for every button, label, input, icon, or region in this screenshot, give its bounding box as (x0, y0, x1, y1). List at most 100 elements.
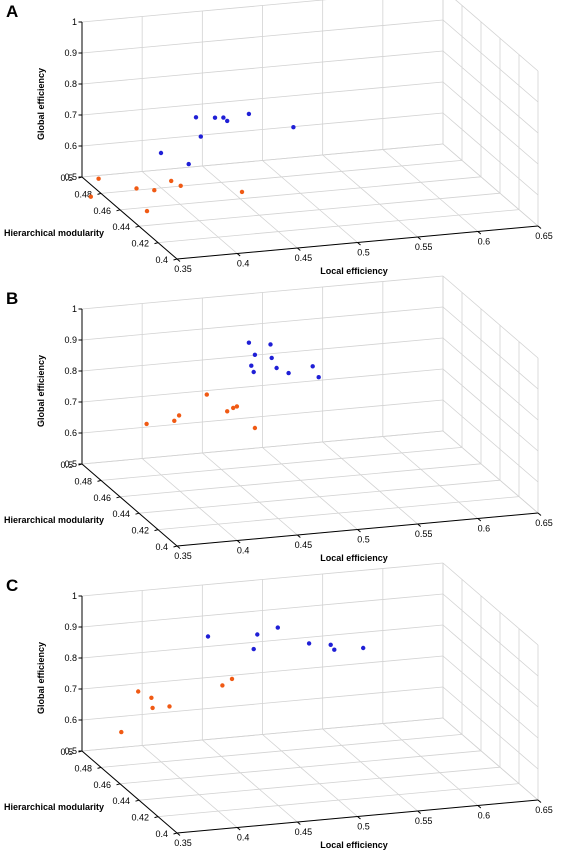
x-tick-mark (357, 816, 361, 820)
blue-data-point (246, 340, 252, 345)
y-axis-label: Hierarchical modularity (4, 802, 104, 812)
floor-grid-line (138, 479, 501, 514)
orange-data-point (169, 178, 174, 184)
y-tick-label: 0.44 (112, 796, 130, 806)
x-tick-label: 0.4 (237, 833, 250, 843)
z-tick-label: 0.5 (64, 746, 77, 756)
panel-letter-b: B (6, 289, 19, 308)
panel-b: B 0.35 0.4 0.45 0.5 0.55 0.6 0.65 0.4 0.42 0.44 0.… (0, 275, 567, 574)
blue-data-point (361, 645, 366, 651)
y-tick-mark (135, 799, 140, 802)
x-tick-mark (236, 827, 241, 831)
side-wall-grid-line (442, 368, 539, 452)
floor-grid-line (157, 783, 520, 817)
x-tick-label: 0.35 (174, 551, 192, 561)
orange-data-point (144, 421, 149, 427)
orange-data-point (234, 404, 240, 409)
y-tick-mark (116, 209, 121, 212)
blue-data-point (221, 115, 226, 120)
x-tick-label: 0.35 (174, 264, 192, 274)
side-wall-grid-line (442, 275, 539, 359)
z-tick-label: 1 (72, 17, 77, 27)
blue-data-point (275, 625, 280, 630)
y-tick-mark (135, 512, 140, 515)
x-tick-mark (297, 534, 301, 538)
orange-data-point (229, 676, 235, 682)
y-tick-label: 0.5 (60, 747, 73, 757)
side-wall-grid-line (442, 50, 539, 134)
y-axis-label: Hierarchical modularity (4, 228, 104, 238)
z-tick-label: 0.6 (64, 141, 77, 151)
y-tick-mark (173, 258, 178, 261)
blue-data-point (252, 352, 258, 357)
orange-data-point (134, 186, 139, 191)
back-wall-grid-line (81, 686, 444, 721)
floor-grid-line (138, 766, 501, 801)
y-tick-label: 0.4 (155, 255, 168, 265)
x-tick-label: 0.6 (478, 237, 491, 247)
scatter-3d-b: 0.35 0.4 0.45 0.5 0.55 0.6 0.65 0.4 0.420.440.46… (4, 275, 553, 563)
blue-data-point (251, 369, 256, 375)
x-tick-label: 0.65 (535, 805, 553, 815)
x-tick-mark (236, 540, 241, 544)
orange-data-point (149, 695, 154, 700)
z-tick-label: 0.9 (64, 48, 77, 58)
floor-grid-line (100, 160, 463, 194)
z-tick-label: 0.8 (64, 366, 77, 376)
orange-data-point (88, 194, 94, 199)
x-tick-label: 0.45 (295, 540, 313, 550)
side-wall-grid-line (455, 0, 539, 72)
floor-grid-line (119, 750, 482, 785)
x-tick-label: 0.6 (478, 524, 491, 534)
blue-data-point (251, 646, 256, 652)
floor-grid-line (202, 452, 298, 536)
y-tick-mark (97, 479, 102, 482)
blue-data-point (255, 632, 260, 637)
blue-data-point (198, 134, 203, 139)
x-axis-label: Local efficiency (320, 840, 388, 850)
floor-grid-line (141, 171, 238, 254)
back-wall-grid-line (81, 19, 444, 54)
floor-grid-line (100, 734, 463, 768)
z-tick-label: 0.6 (64, 428, 77, 438)
blue-data-point (249, 363, 254, 368)
floor-grid-line (262, 447, 358, 530)
y-tick-label: 0.42 (131, 813, 149, 823)
y-tick-label: 0.5 (60, 173, 73, 183)
side-wall-grid-line (442, 686, 539, 770)
y-tick-label: 0.44 (112, 222, 130, 232)
x-tick-mark (477, 805, 482, 809)
orange-data-point (172, 418, 177, 423)
y-axis-label: Hierarchical modularity (4, 515, 104, 525)
y-tick-label: 0.5 (60, 460, 73, 470)
floor-grid-line (119, 176, 482, 211)
side-wall-grid-line (442, 81, 539, 165)
orange-data-point (252, 425, 258, 431)
orange-data-point (220, 683, 225, 688)
blue-data-point (310, 364, 315, 369)
floor-grid-line (141, 745, 238, 828)
back-wall-grid-line (81, 50, 444, 85)
blue-data-point (291, 125, 296, 130)
z-tick-label: 0.5 (64, 459, 77, 469)
blue-data-point (332, 647, 337, 652)
x-tick-mark (537, 512, 542, 516)
x-tick-mark (357, 529, 361, 533)
z-tick-label: 0.5 (64, 172, 77, 182)
orange-data-point (150, 705, 155, 711)
x-tick-mark (477, 231, 482, 235)
orange-data-point (225, 409, 230, 414)
side-wall-grid-line (442, 337, 539, 421)
x-tick-mark (236, 253, 241, 257)
x-tick-mark (417, 523, 421, 527)
y-tick-label: 0.46 (93, 206, 111, 216)
blue-data-point (268, 342, 273, 347)
blue-data-point (269, 355, 274, 361)
side-wall-grid-line (442, 655, 539, 739)
back-wall-grid-line (81, 399, 444, 434)
side-wall-grid-line (442, 112, 539, 196)
floor-grid-line (322, 154, 418, 238)
floor-grid-line (138, 192, 501, 227)
back-wall-grid-line (81, 430, 444, 465)
back-wall-grid-line (81, 624, 444, 659)
